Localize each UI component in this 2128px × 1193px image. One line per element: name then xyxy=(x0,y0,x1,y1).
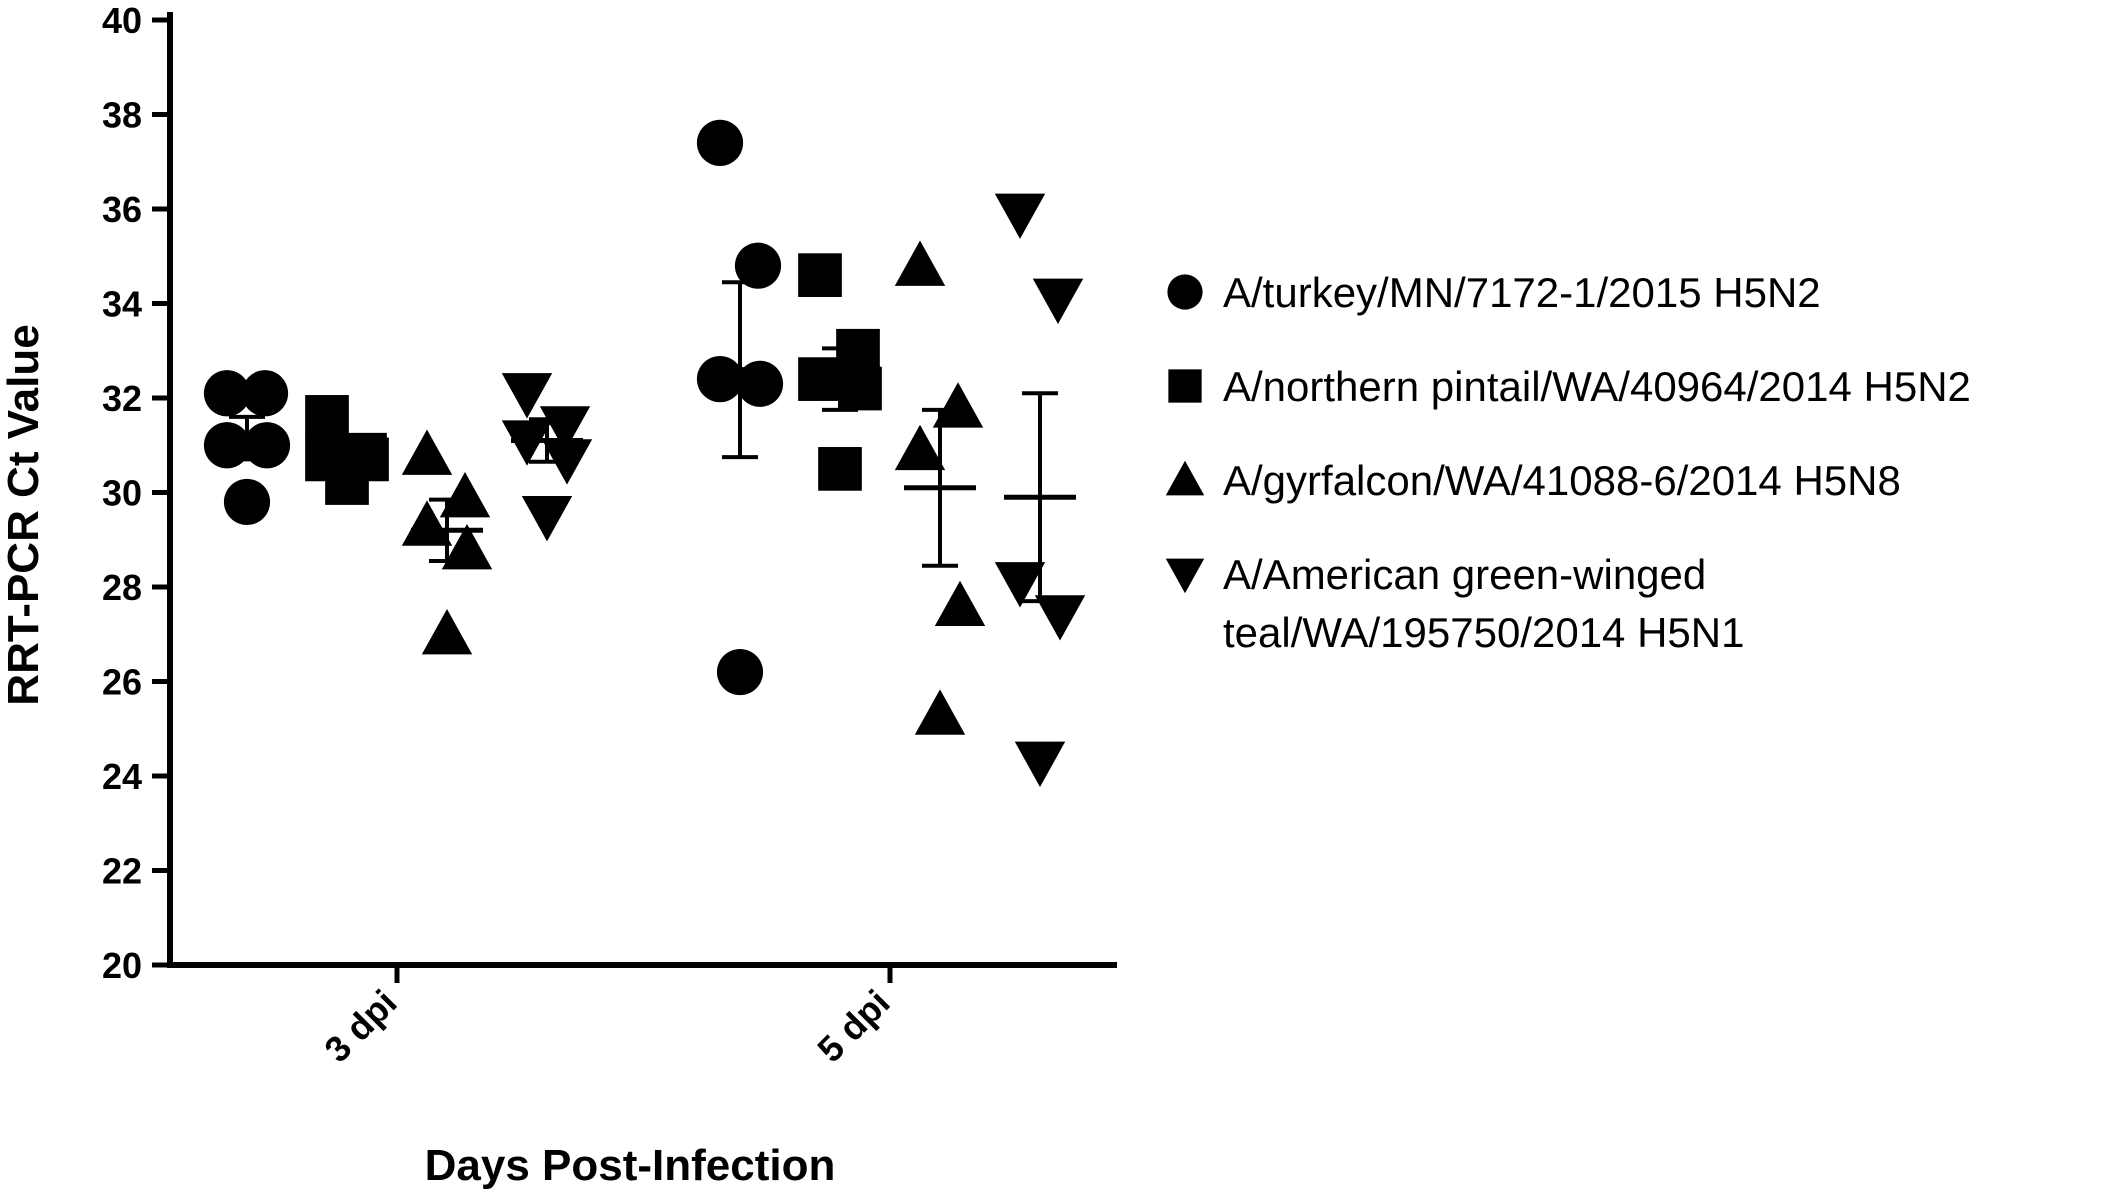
data-point xyxy=(501,373,553,419)
legend-marker xyxy=(1165,558,1205,594)
data-point xyxy=(243,422,291,469)
data-point xyxy=(914,689,966,735)
legend-label: A/gyrfalcon/WA/41088-6/2014 H5N8 xyxy=(1223,457,1901,504)
data-point xyxy=(441,524,493,570)
legend-marker xyxy=(1165,460,1205,496)
data-point xyxy=(439,472,491,518)
data-point xyxy=(1034,595,1086,641)
x-tick-label: 3 dpi xyxy=(316,982,404,1070)
legend-label: teal/WA/195750/2014 H5N1 xyxy=(1223,609,1744,656)
y-tick-label: 30 xyxy=(102,473,142,514)
data-point xyxy=(894,424,946,471)
data-point xyxy=(716,648,764,696)
data-point xyxy=(521,495,573,542)
y-tick-label: 36 xyxy=(102,189,142,230)
legend-marker xyxy=(1167,274,1203,310)
data-point xyxy=(696,119,744,166)
data-point xyxy=(994,193,1046,239)
data-point xyxy=(736,360,784,407)
data-point xyxy=(994,562,1046,608)
axes: 20 22 24 26 28 30 32 34 36 38 40 3 dpi 5 dpi xyxy=(102,0,1117,1070)
y-tick-label: 24 xyxy=(102,756,142,797)
legend-label: A/American green-winged xyxy=(1223,551,1706,598)
y-tick-label: 20 xyxy=(102,945,142,986)
data-point xyxy=(325,461,369,505)
legend-label: A/turkey/MN/7172-1/2015 H5N2 xyxy=(1223,269,1821,316)
y-tick-label: 28 xyxy=(102,567,142,608)
data-point xyxy=(836,328,880,373)
data-point xyxy=(934,580,986,627)
data-point xyxy=(932,382,984,428)
data-point xyxy=(203,422,251,469)
y-tick-label: 40 xyxy=(102,0,142,41)
data-point xyxy=(696,356,744,403)
y-tick-label: 32 xyxy=(102,378,142,419)
x-axis-title: Days Post-Infection xyxy=(425,1141,836,1190)
data-point xyxy=(1014,741,1066,788)
x-tick-label: 5 dpi xyxy=(809,982,897,1070)
y-tick-label: 34 xyxy=(102,284,142,325)
legend-label: A/northern pintail/WA/40964/2014 H5N2 xyxy=(1223,363,1971,410)
y-tick-label: 38 xyxy=(102,95,142,136)
data-point xyxy=(541,439,593,485)
data-point xyxy=(241,370,289,417)
data-point xyxy=(401,500,453,546)
data-point xyxy=(734,242,782,289)
y-tick-label: 26 xyxy=(102,662,142,703)
data-point xyxy=(1032,278,1084,324)
data-point xyxy=(501,420,553,466)
data-point xyxy=(203,370,251,417)
legend-marker xyxy=(1168,369,1202,403)
data-point xyxy=(421,609,473,655)
data-point xyxy=(818,447,862,491)
data-point xyxy=(401,429,453,475)
data-marks xyxy=(203,119,1086,788)
data-point xyxy=(305,395,349,439)
legend: A/turkey/MN/7172-1/2015 H5N2 A/northern p… xyxy=(1165,269,1971,656)
data-point xyxy=(894,240,946,286)
y-axis-title: RRT-PCR Ct Value xyxy=(0,324,48,705)
data-point xyxy=(838,366,882,411)
y-tick-label: 22 xyxy=(102,851,142,892)
data-point xyxy=(223,478,271,526)
data-point xyxy=(798,253,842,297)
